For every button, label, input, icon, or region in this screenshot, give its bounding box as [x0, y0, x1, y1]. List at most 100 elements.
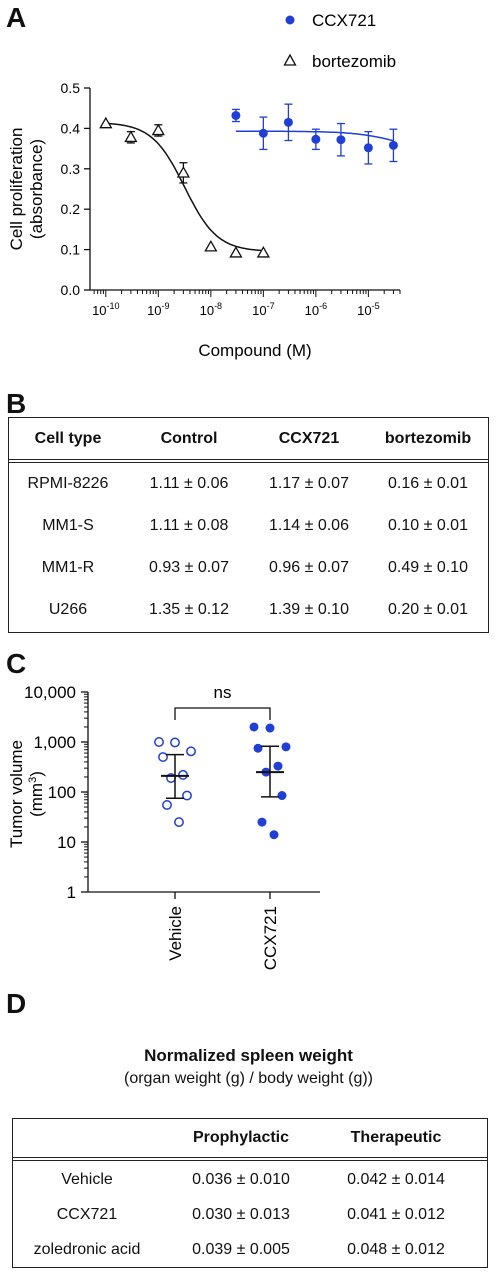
- y-tick-label: 10,000: [24, 683, 76, 702]
- column-header-control: Control: [160, 430, 218, 447]
- y-tick-label: 0.0: [61, 282, 81, 298]
- table-cell: MM1-S: [42, 517, 94, 534]
- header-divider-bottom: [13, 1160, 487, 1161]
- spleen-table-subtitle: (organ weight (g) / body weight (g)): [124, 1070, 373, 1087]
- y-axis-label-unit: (mm3): [27, 771, 46, 817]
- table-cell: 0.96 ± 0.07: [269, 559, 349, 576]
- table-header-row: Cell type Control CCX721 bortezomib: [9, 418, 488, 460]
- ccx721-data-point: [283, 117, 293, 127]
- panel-label-d: D: [6, 988, 27, 1019]
- spleen-table-title: Normalized spleen weight: [144, 1046, 353, 1065]
- x-tick-label: 10-5: [357, 301, 379, 318]
- x-tick-label: 10-7: [252, 301, 274, 318]
- y-tick-label: 100: [48, 783, 76, 802]
- legend-label-ccx721: CCX721: [312, 11, 376, 30]
- ccx721-data-point: [311, 134, 321, 144]
- table-row: RPMI-8226 1.11 ± 0.06 1.17 ± 0.07 0.16 ±…: [9, 464, 488, 504]
- ccx721-data-point: [253, 743, 263, 753]
- table-cell: zoledronic acid: [33, 1241, 141, 1258]
- table-row: Vehicle 0.036 ± 0.010 0.042 ± 0.014: [13, 1163, 487, 1197]
- x-tick-label: CCX721: [261, 906, 280, 970]
- legend-marker-bortezomib: [283, 53, 297, 66]
- bortezomib-data-point: [204, 239, 218, 252]
- significance-label: ns: [214, 683, 232, 702]
- column-header-prophylactic: Prophylactic: [192, 1129, 290, 1146]
- header-divider-bottom: [9, 462, 488, 463]
- table-row: MM1-S 1.11 ± 0.08 1.14 ± 0.06 0.10 ± 0.0…: [9, 506, 488, 546]
- vehicle-data-point: [158, 752, 168, 763]
- table-cell: 1.35 ± 0.12: [149, 601, 229, 618]
- vehicle-data-point: [170, 737, 180, 748]
- y-tick-label: 10: [57, 833, 76, 852]
- ccx721-data-point: [265, 723, 275, 733]
- y-axis-label: Cell proliferation: [7, 128, 26, 251]
- table-cell: 0.93 ± 0.07: [149, 559, 229, 576]
- bortezomib-data-point: [176, 166, 190, 178]
- y-tick-label: 0.5: [61, 80, 81, 96]
- table-cell: RPMI-8226: [27, 475, 109, 492]
- table-cell: 0.036 ± 0.010: [192, 1171, 290, 1188]
- y-axis-label: Tumor volume: [7, 740, 26, 848]
- table-cell: 1.14 ± 0.06: [269, 517, 349, 534]
- bortezomib-data-point: [256, 246, 270, 258]
- table-cell: 0.20 ± 0.01: [388, 601, 468, 618]
- bortezomib-fit-curve: [105, 122, 264, 252]
- x-tick-label: 10-10: [92, 301, 119, 318]
- column-header-cell-type: Cell type: [34, 430, 102, 447]
- ccx721-data-point: [336, 135, 346, 145]
- panel-label-a: A: [6, 2, 27, 33]
- ccx721-data-point: [257, 817, 267, 827]
- table-cell: MM1-R: [41, 559, 95, 576]
- vehicle-data-point: [174, 817, 184, 828]
- table-row: MM1-R 0.93 ± 0.07 0.96 ± 0.07 0.49 ± 0.1…: [9, 548, 488, 588]
- bortezomib-data-point: [151, 123, 165, 136]
- table-cell: 0.048 ± 0.012: [347, 1241, 445, 1258]
- panel-label-b: B: [6, 388, 27, 419]
- table-cell: 1.17 ± 0.07: [269, 475, 349, 492]
- table-header-row: Prophylactic Therapeutic: [13, 1119, 487, 1157]
- table-cell: 0.16 ± 0.01: [388, 475, 468, 492]
- table-cell: 1.11 ± 0.06: [149, 475, 229, 492]
- spleen-weight-table: Prophylactic Therapeutic Vehicle 0.036 ±…: [12, 1118, 488, 1268]
- legend-label-bortezomib: bortezomib: [312, 52, 396, 71]
- ccx721-data-point: [249, 722, 259, 732]
- ccx721-data-point: [273, 761, 283, 771]
- ccx721-data-point: [258, 128, 268, 138]
- table-cell: 0.49 ± 0.10: [388, 559, 468, 576]
- ccx721-data-point: [269, 830, 279, 840]
- table-cell: 0.041 ± 0.012: [347, 1206, 445, 1223]
- table-cell: 0.042 ± 0.014: [347, 1171, 445, 1188]
- vehicle-data-point: [162, 800, 172, 810]
- cell-line-table: Cell type Control CCX721 bortezomib RPMI…: [8, 417, 489, 633]
- table-row: U266 1.35 ± 0.12 1.39 ± 0.10 0.20 ± 0.01: [9, 590, 488, 630]
- table-row: zoledronic acid 0.039 ± 0.005 0.048 ± 0.…: [13, 1233, 487, 1267]
- column-header-ccx721: CCX721: [278, 430, 340, 447]
- y-tick-label: 1: [67, 883, 76, 902]
- x-tick-label: 10-9: [147, 301, 169, 318]
- y-tick-label: 1,000: [33, 733, 76, 752]
- ccx721-data-point: [363, 143, 373, 153]
- vehicle-data-point: [186, 746, 196, 757]
- y-tick-label: 0.3: [61, 161, 81, 177]
- ccx721-data-point: [231, 110, 241, 120]
- column-header-bortezomib: bortezomib: [384, 430, 472, 447]
- table-cell: 0.039 ± 0.005: [192, 1241, 290, 1258]
- table-cell: 0.030 ± 0.013: [192, 1206, 290, 1223]
- table-row: CCX721 0.030 ± 0.013 0.041 ± 0.012: [13, 1198, 487, 1232]
- dose-response-chart: 0.0 0.1 0.2 0.3 0.4 0.5 10-10 10-9 10-8 10-7 10-6 1…: [7, 11, 401, 360]
- y-tick-label: 0.2: [61, 201, 81, 217]
- table-cell: 1.39 ± 0.10: [269, 601, 349, 618]
- column-header-therapeutic: Therapeutic: [350, 1129, 442, 1146]
- panel-label-c: C: [6, 648, 27, 679]
- bortezomib-data-point: [229, 246, 243, 258]
- x-tick-label: 10-6: [305, 301, 327, 318]
- y-tick-label: 0.4: [61, 120, 81, 136]
- table-cell: U266: [48, 601, 88, 618]
- table-cell: 1.11 ± 0.08: [149, 517, 229, 534]
- ccx721-data-point: [281, 742, 291, 752]
- vehicle-data-point: [182, 790, 192, 801]
- vehicle-data-point: [178, 769, 188, 780]
- y-tick-label: 0.1: [61, 242, 81, 258]
- significance-bracket: [174, 707, 271, 720]
- legend-marker-ccx721: [285, 15, 295, 25]
